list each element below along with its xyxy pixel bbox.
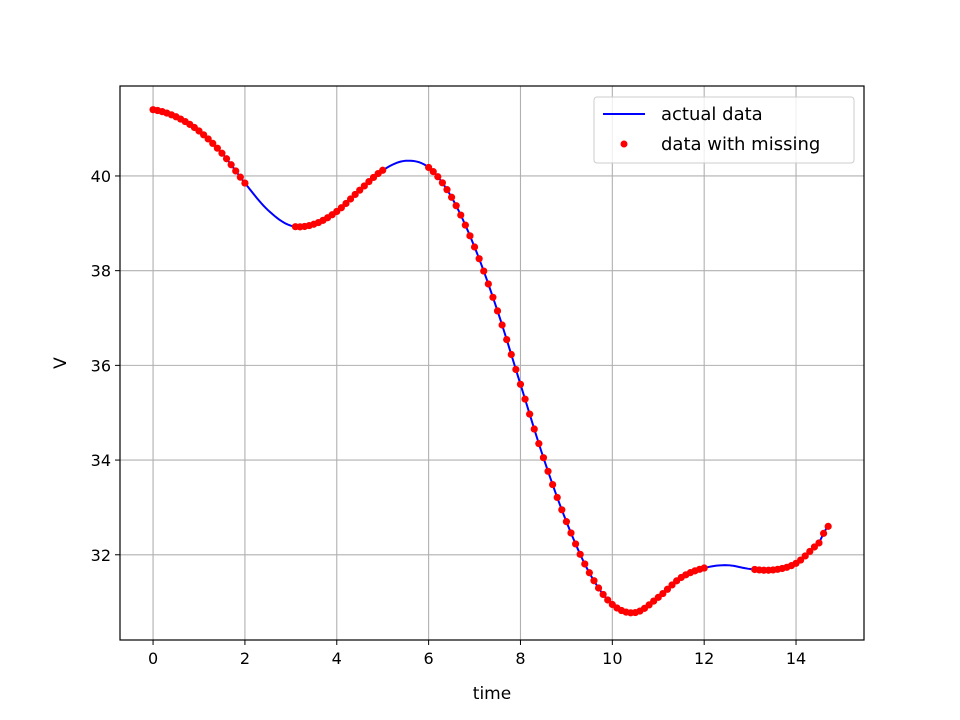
data-point	[232, 167, 240, 175]
data-point	[236, 173, 244, 181]
data-point	[337, 204, 345, 212]
data-point	[576, 550, 584, 558]
data-point	[346, 195, 355, 203]
missing-data-series	[149, 106, 832, 617]
data-point	[356, 186, 364, 194]
data-point	[434, 173, 442, 181]
data-point	[663, 585, 672, 593]
y-tick-label: 36	[91, 356, 111, 375]
y-tick-label: 32	[91, 546, 111, 565]
x-tick-label: 12	[694, 649, 714, 668]
data-point	[594, 584, 603, 592]
data-point	[351, 190, 359, 199]
actual-data-line	[152, 108, 829, 614]
x-tick-label: 4	[332, 649, 342, 668]
x-tick-label: 2	[240, 649, 250, 668]
data-point	[801, 552, 809, 560]
data-point	[461, 221, 469, 229]
data-point	[498, 321, 506, 329]
data-point	[466, 232, 474, 240]
data-point	[379, 166, 387, 174]
data-point	[797, 556, 805, 564]
y-tick-label: 40	[91, 167, 111, 186]
data-point	[484, 280, 492, 288]
data-point	[815, 539, 823, 547]
data-point	[562, 518, 571, 526]
data-point	[360, 182, 368, 190]
axes-frame	[119, 85, 865, 641]
y-tick-label: 34	[91, 451, 111, 470]
legend: actual data data with missing	[593, 96, 855, 164]
data-point	[530, 425, 538, 433]
grid-lines	[120, 86, 864, 640]
data-point	[213, 144, 221, 152]
data-point	[571, 540, 580, 548]
data-point	[365, 178, 373, 186]
data-point	[558, 506, 566, 514]
x-tick-label: 6	[424, 649, 434, 668]
data-point	[457, 211, 465, 219]
y-axis-ticks: 32 34 36 38 40	[91, 167, 120, 565]
data-point	[604, 596, 612, 604]
data-point	[544, 467, 552, 475]
data-point	[480, 267, 488, 275]
data-point	[526, 410, 534, 418]
data-point	[429, 168, 437, 176]
data-point	[218, 149, 226, 157]
data-point	[447, 193, 456, 201]
data-point	[819, 529, 828, 537]
data-point	[222, 155, 231, 163]
data-point	[489, 293, 497, 301]
data-point	[659, 589, 667, 598]
x-tick-label: 8	[515, 649, 525, 668]
data-point	[806, 547, 814, 556]
data-point	[512, 365, 520, 374]
legend-label-actual-data: actual data	[661, 104, 763, 125]
data-point	[438, 179, 446, 187]
data-point	[342, 199, 350, 208]
data-point	[470, 243, 479, 251]
data-point	[209, 139, 217, 147]
data-point	[585, 569, 593, 577]
data-point	[590, 577, 598, 585]
x-axis-ticks: 0 2 4 6 8 10 12 14	[148, 640, 806, 668]
y-tick-label: 38	[91, 262, 111, 281]
data-point	[452, 202, 460, 210]
data-point	[549, 480, 557, 489]
data-point	[204, 135, 212, 143]
data-point	[824, 522, 832, 530]
data-point	[425, 163, 433, 172]
data-point	[539, 454, 548, 462]
data-point	[700, 564, 708, 572]
x-tick-label: 10	[602, 649, 622, 668]
data-point	[227, 161, 235, 169]
data-point	[475, 255, 483, 263]
data-point	[553, 493, 561, 502]
data-point	[567, 529, 575, 537]
data-point	[503, 335, 511, 344]
data-point	[443, 186, 451, 194]
data-point	[241, 179, 249, 187]
x-axis-label: time	[473, 684, 511, 704]
data-point	[581, 560, 589, 568]
legend-marker-sample	[620, 140, 628, 148]
data-point	[507, 350, 515, 359]
legend-label-data-with-missing: data with missing	[661, 134, 820, 155]
data-point	[493, 307, 502, 315]
y-axis-label: V	[51, 357, 71, 369]
data-point	[516, 380, 525, 388]
data-point	[535, 440, 543, 448]
data-point	[521, 395, 529, 403]
x-tick-label: 0	[148, 649, 158, 668]
actual-data-series	[152, 108, 829, 614]
data-point	[599, 590, 607, 599]
x-tick-label: 14	[786, 649, 806, 668]
data-point	[199, 131, 208, 139]
legend-box	[593, 96, 855, 164]
